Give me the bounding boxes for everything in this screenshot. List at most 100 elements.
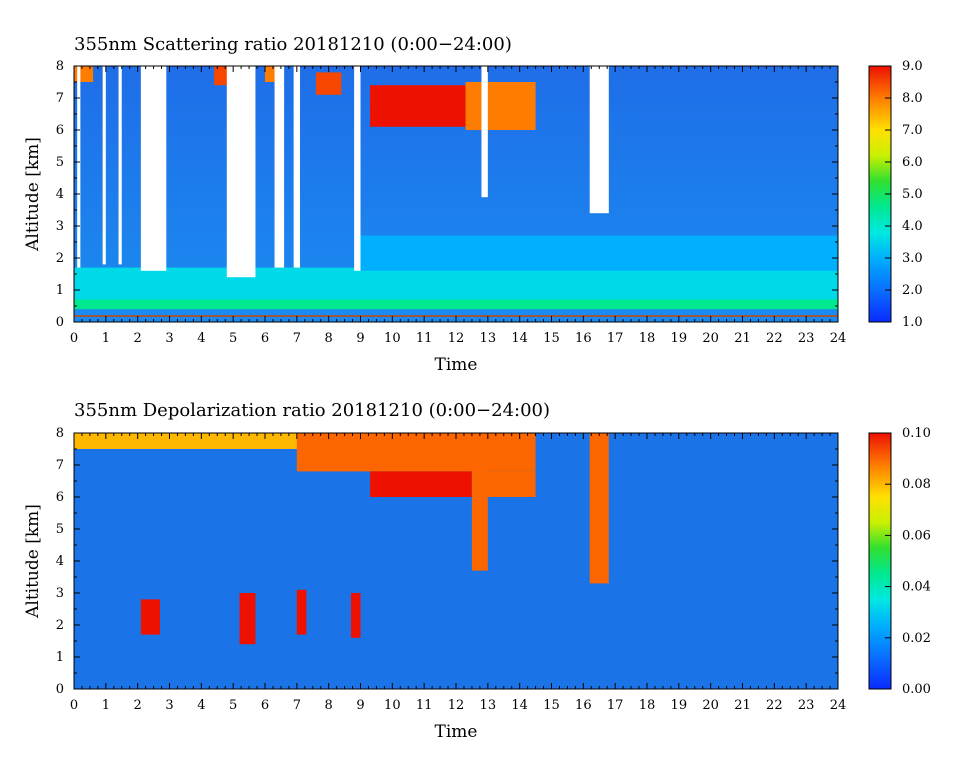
x-tick-label: 21 bbox=[734, 698, 751, 713]
x-tick-label: 15 bbox=[543, 698, 560, 713]
cloud-patch bbox=[315, 72, 342, 95]
x-tick-label: 9 bbox=[356, 331, 364, 346]
no-data-column bbox=[589, 66, 609, 214]
colorbar-tick-label: 4.0 bbox=[902, 219, 923, 234]
aerosol-layer bbox=[74, 299, 838, 310]
x-tick-label: 1 bbox=[102, 698, 110, 713]
x-tick-label: 19 bbox=[671, 331, 688, 346]
y-axis-label: Altitude [km] bbox=[23, 504, 43, 619]
colorbar-tick-label: 3.0 bbox=[902, 251, 923, 266]
x-tick-label: 9 bbox=[356, 698, 364, 713]
colorbar-tick-label: 0.04 bbox=[902, 580, 931, 595]
colorbar-tick-label: 5.0 bbox=[902, 187, 923, 202]
x-tick-label: 5 bbox=[229, 698, 237, 713]
x-tick-label: 22 bbox=[766, 331, 783, 346]
y-tick-label: 6 bbox=[56, 490, 64, 505]
colorbar-tick-label: 2.0 bbox=[902, 283, 923, 298]
no-data-column bbox=[226, 66, 256, 278]
x-tick-label: 3 bbox=[165, 331, 173, 346]
colorbar-tick-label: 0.10 bbox=[902, 426, 931, 441]
scattering-marks bbox=[74, 66, 838, 317]
y-tick-label: 5 bbox=[56, 522, 64, 537]
cloud-patch bbox=[370, 85, 466, 127]
y-tick-label: 3 bbox=[56, 219, 64, 234]
depolarization-feature bbox=[239, 593, 256, 645]
x-tick-label: 5 bbox=[229, 331, 237, 346]
depolarization-feature bbox=[296, 589, 307, 635]
y-axis-label: Altitude [km] bbox=[23, 137, 43, 252]
depolarization-feature bbox=[589, 433, 609, 584]
chart-title: 355nm Depolarization ratio 20181210 (0:0… bbox=[74, 400, 550, 421]
no-data-column bbox=[274, 66, 285, 268]
no-data-column bbox=[118, 66, 122, 265]
x-tick-label: 7 bbox=[293, 331, 301, 346]
x-tick-label: 1 bbox=[102, 331, 110, 346]
x-tick-label: 20 bbox=[702, 331, 719, 346]
y-tick-label: 8 bbox=[56, 426, 64, 441]
colorbar-tick-label: 8.0 bbox=[902, 91, 923, 106]
x-tick-label: 15 bbox=[543, 331, 560, 346]
colorbar-tick-label: 0.06 bbox=[902, 528, 931, 543]
x-tick-label: 6 bbox=[261, 698, 269, 713]
x-tick-label: 3 bbox=[165, 698, 173, 713]
x-tick-label: 7 bbox=[293, 698, 301, 713]
x-axis-label: Time bbox=[435, 722, 478, 742]
x-tick-label: 18 bbox=[639, 331, 656, 346]
y-tick-label: 3 bbox=[56, 586, 64, 601]
x-tick-label: 0 bbox=[70, 698, 78, 713]
x-tick-label: 24 bbox=[830, 698, 847, 713]
x-tick-label: 11 bbox=[416, 698, 433, 713]
x-tick-label: 21 bbox=[734, 331, 751, 346]
no-data-column bbox=[481, 66, 488, 198]
y-tick-label: 4 bbox=[56, 187, 64, 202]
y-tick-label: 0 bbox=[56, 682, 64, 697]
x-tick-label: 6 bbox=[261, 331, 269, 346]
no-data-column bbox=[77, 66, 81, 268]
scattering-plot-area: 0 1 2 3 4 5 6 7 8 9 10 11 12 13 14 15 16 17 18 19 20 21 22 23 24… bbox=[56, 59, 847, 346]
x-tick-label: 24 bbox=[830, 331, 847, 346]
x-tick-label: 10 bbox=[384, 698, 401, 713]
colorbar bbox=[868, 432, 892, 690]
colorbar-tick-label: 7.0 bbox=[902, 123, 923, 138]
x-axis-label: Time bbox=[435, 355, 478, 375]
x-tick-label: 23 bbox=[798, 698, 815, 713]
y-tick-label: 1 bbox=[56, 650, 64, 665]
aerosol-layer bbox=[74, 267, 838, 305]
x-tick-label: 14 bbox=[511, 698, 528, 713]
x-tick-label: 23 bbox=[798, 331, 815, 346]
scattering-axes: 0 1 2 3 4 5 6 7 8 9 10 11 12 13 14 15 16 17 18 19 20 21 22 23 24… bbox=[56, 59, 847, 346]
colorbar-tick-label: 0.00 bbox=[902, 682, 931, 697]
x-tick-label: 12 bbox=[448, 698, 465, 713]
x-tick-label: 2 bbox=[134, 331, 142, 346]
x-tick-label: 22 bbox=[766, 698, 783, 713]
x-tick-label: 12 bbox=[448, 331, 465, 346]
y-tick-label: 8 bbox=[56, 59, 64, 74]
colorbar-tick-label: 6.0 bbox=[902, 155, 923, 170]
x-tick-label: 16 bbox=[575, 331, 592, 346]
x-tick-label: 13 bbox=[480, 331, 497, 346]
x-tick-label: 4 bbox=[197, 331, 205, 346]
depolarization-marks bbox=[74, 433, 609, 645]
no-data-column bbox=[354, 66, 361, 271]
x-tick-label: 18 bbox=[639, 698, 656, 713]
depolarization-feature bbox=[296, 433, 536, 472]
depolarization-plot-area: 0 1 2 3 4 5 6 7 8 9 10 11 12 13 14 15 16 17 18 19 20 21 22 23 24… bbox=[56, 426, 847, 713]
x-tick-label: 0 bbox=[70, 331, 78, 346]
depolarization-axes: 0 1 2 3 4 5 6 7 8 9 10 11 12 13 14 15 16 17 18 19 20 21 22 23 24… bbox=[56, 426, 847, 713]
depolarization-feature bbox=[74, 433, 361, 449]
x-tick-label: 14 bbox=[511, 331, 528, 346]
x-tick-label: 19 bbox=[671, 698, 688, 713]
colorbar-tick-label: 9.0 bbox=[902, 59, 923, 74]
x-tick-label: 8 bbox=[325, 698, 333, 713]
x-tick-label: 13 bbox=[480, 698, 497, 713]
x-tick-label: 20 bbox=[702, 698, 719, 713]
x-tick-label: 17 bbox=[607, 331, 624, 346]
x-tick-label: 2 bbox=[134, 698, 142, 713]
colorbar-tick-label: 0.08 bbox=[902, 477, 931, 492]
y-tick-label: 1 bbox=[56, 283, 64, 298]
depolarization-feature bbox=[471, 433, 488, 571]
x-tick-label: 4 bbox=[197, 698, 205, 713]
x-tick-label: 10 bbox=[384, 331, 401, 346]
colorbar-tick-label: 1.0 bbox=[902, 315, 923, 330]
